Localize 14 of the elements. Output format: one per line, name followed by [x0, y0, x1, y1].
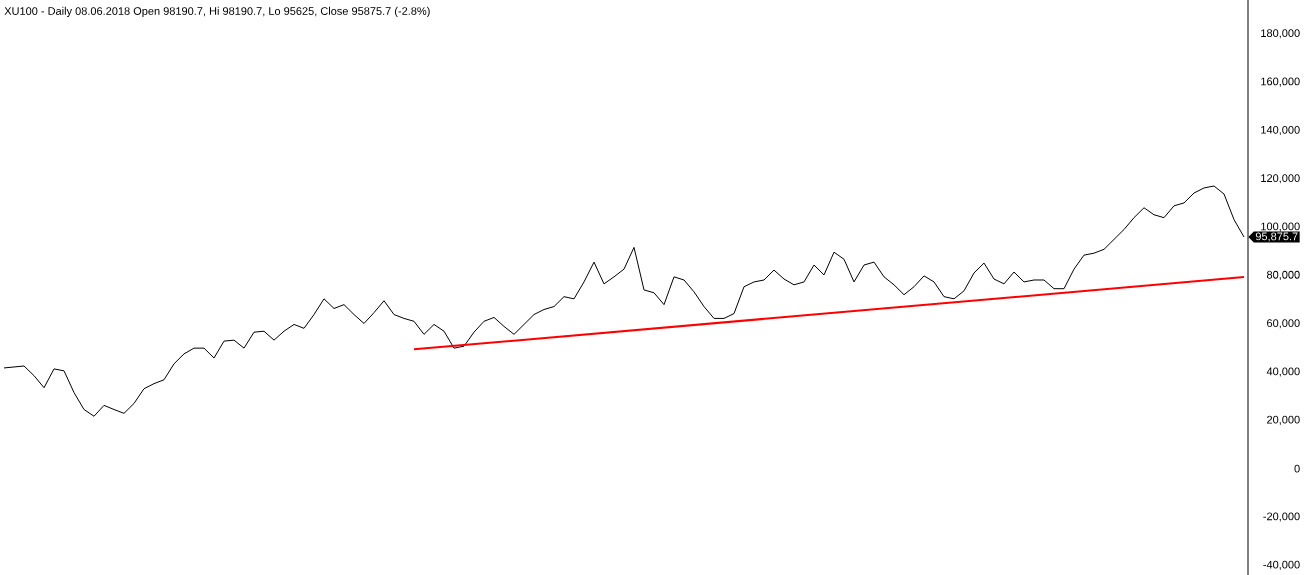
y-tick-label: 0	[1294, 464, 1300, 473]
y-tick-label: 180,000	[1261, 29, 1300, 39]
y-tick-label: -40,000	[1263, 560, 1300, 570]
y-tick-label: 100,000	[1261, 222, 1300, 232]
y-tick-label: 140,000	[1261, 125, 1300, 135]
y-tick-label: 160,000	[1261, 77, 1300, 87]
y-tick-label: 120,000	[1261, 174, 1300, 184]
text: XU100 - Daily 08.06.2018 Open 98190.7, Hi 98190.7, Lo 95625, Close 95875.7 (-2.8%)	[4, 6, 430, 18]
text: 95,875.7	[1255, 232, 1298, 242]
y-tick-label: 80,000	[1266, 270, 1300, 280]
y-tick-label: 40,000	[1266, 367, 1300, 377]
y-tick-label: -20,000	[1263, 512, 1300, 522]
y-tick-label: 20,000	[1267, 415, 1300, 425]
y-tick-label: 60,000	[1267, 319, 1300, 329]
